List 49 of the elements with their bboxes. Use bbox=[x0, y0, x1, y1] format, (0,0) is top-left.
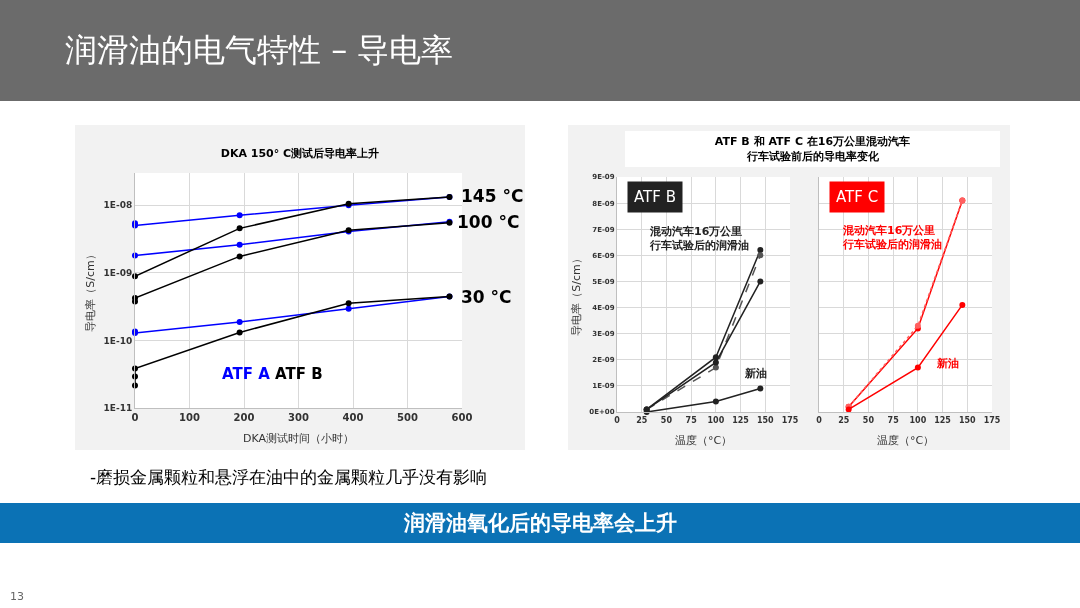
x-tick-label: 175 bbox=[983, 415, 1001, 425]
x-tick-label: 300 bbox=[288, 412, 309, 423]
x-tick-label: 25 bbox=[636, 415, 648, 425]
y-axis-title: 导电率（S/cm） bbox=[569, 253, 583, 336]
text: 润滑油氧化后的导电率会上升 bbox=[0, 503, 1080, 543]
annotation: 混动汽车16万公里行车试验后的润滑油 bbox=[843, 224, 943, 252]
chart-title: DKA 150° C测试后导电率上升 bbox=[220, 146, 380, 160]
x-tick-label: 125 bbox=[732, 415, 750, 425]
text: ATF B 和 ATF C 在16万公里混动汽车行车试验前后的导电率变化 bbox=[625, 131, 1000, 167]
y-tick-label: 1E-08 bbox=[103, 200, 133, 211]
x-tick-label: 0 bbox=[131, 412, 139, 423]
x-tick-label: 500 bbox=[397, 412, 418, 423]
x-tick-label: 150 bbox=[958, 415, 977, 425]
x-tick-label: 50 bbox=[660, 415, 673, 425]
text: ATF C bbox=[836, 188, 879, 206]
annotation: 混动汽车16万公里行车试验后的润滑油 bbox=[650, 225, 750, 253]
x-axis-title: 温度（°C） bbox=[674, 433, 733, 447]
x-tick-label: 100 bbox=[179, 412, 200, 423]
x-tick-label: 0 bbox=[816, 415, 823, 425]
annotation: 100 °C bbox=[457, 212, 521, 232]
text: ATF A bbox=[222, 365, 271, 383]
annotation: 新油 bbox=[745, 367, 768, 381]
x-tick-label: 0 bbox=[614, 415, 621, 425]
x-tick-label: 150 bbox=[756, 415, 775, 425]
y-axis-title: 导电率（S/cm） bbox=[84, 249, 98, 332]
x-tick-label: 75 bbox=[887, 415, 900, 425]
x-tick-label: 400 bbox=[342, 412, 364, 423]
y-tick-label: 1E-11 bbox=[103, 403, 133, 414]
x-tick-label: 50 bbox=[862, 415, 875, 425]
x-tick-label: 600 bbox=[451, 412, 473, 423]
x-tick-label: 100 bbox=[707, 415, 725, 425]
x-tick-label: 75 bbox=[685, 415, 698, 425]
text: 13 bbox=[10, 590, 25, 603]
text: ATF B bbox=[634, 188, 676, 206]
y-tick-label: 1E-10 bbox=[103, 335, 133, 346]
text: 润滑油的电气特性 – 导电率 bbox=[65, 30, 455, 71]
annotation: 30 °C bbox=[461, 287, 513, 307]
x-tick-label: 125 bbox=[934, 415, 952, 425]
text: -磨损金属颗粒和悬浮在油中的金属颗粒几乎没有影响 bbox=[90, 466, 489, 489]
y-tick-label: 1E-09 bbox=[103, 267, 133, 278]
annotation: 145 °C bbox=[461, 186, 524, 206]
x-axis-title: 温度（°C） bbox=[876, 433, 935, 447]
x-tick-label: 25 bbox=[838, 415, 850, 425]
annotation: 新油 bbox=[937, 357, 960, 371]
x-tick-label: 175 bbox=[781, 415, 799, 425]
x-tick-label: 100 bbox=[909, 415, 927, 425]
x-axis-title: DKA测试时间（小时） bbox=[242, 432, 355, 446]
x-tick-label: 200 bbox=[233, 412, 255, 423]
text: ATF B bbox=[275, 365, 323, 383]
